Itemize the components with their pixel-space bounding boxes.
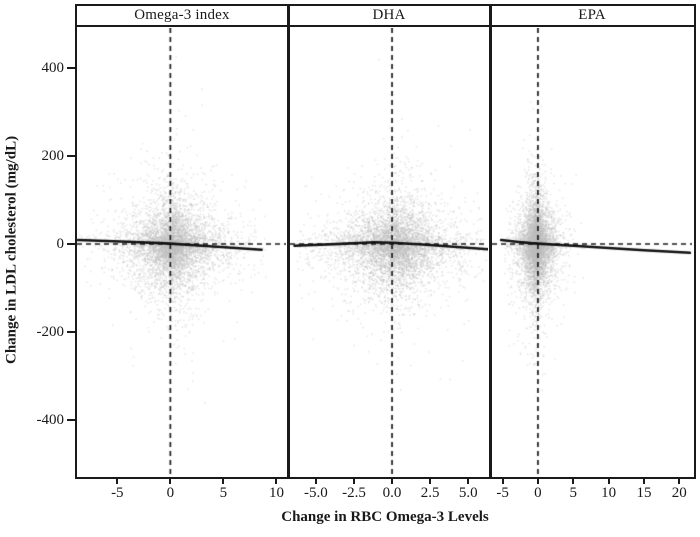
y-axis-title: Change in LDL cholesterol (mg/dL)	[3, 135, 20, 365]
x-tick-mark	[314, 477, 317, 484]
x-tick-mark	[275, 477, 278, 484]
x-tick-label: -5	[111, 485, 124, 501]
x-tick-label: 0	[166, 485, 175, 501]
panel-header-epa: EPA	[578, 7, 606, 23]
y-tick-mark	[67, 67, 75, 70]
x-tick-label: 5	[569, 485, 578, 501]
y-tick-mark	[67, 331, 75, 333]
y-tick-mark	[67, 243, 75, 246]
y-tick-label: -200	[36, 324, 65, 340]
x-tick-label: -5	[496, 485, 509, 501]
x-tick-mark	[169, 477, 172, 484]
y-tick-label: 200	[41, 148, 65, 165]
x-axis-title: Change in RBC Omega-3 Levels	[281, 509, 489, 525]
y-tick-mark	[67, 419, 75, 421]
x-tick-mark	[501, 477, 504, 484]
epa-scatter-panel	[492, 28, 692, 475]
dha-scatter-panel	[290, 28, 488, 475]
panel-header-band	[75, 4, 696, 27]
panel-header-omega3-index: Omega-3 index	[134, 7, 230, 23]
x-tick-mark	[222, 477, 225, 484]
x-tick-mark	[467, 477, 470, 484]
x-tick-label: -2.5	[342, 485, 366, 501]
y-tick-label: -400	[36, 412, 65, 428]
x-tick-label: -5.0	[304, 485, 328, 501]
x-tick-mark	[642, 477, 645, 484]
x-tick-mark	[607, 477, 610, 484]
x-tick-mark	[536, 477, 539, 484]
x-tick-label: 10	[268, 485, 284, 501]
x-tick-label: 0	[534, 485, 542, 501]
x-tick-label: 5	[219, 485, 228, 501]
x-tick-label: 15	[636, 485, 652, 501]
x-tick-label: 5.0	[458, 485, 478, 501]
x-tick-mark	[352, 477, 355, 484]
y-tick-label: 0	[56, 236, 65, 253]
x-tick-label: 2.5	[420, 485, 440, 501]
omega3-index-scatter-panel	[77, 28, 286, 475]
x-tick-label: 10	[601, 485, 617, 501]
x-tick-mark	[572, 477, 575, 484]
x-tick-mark	[429, 477, 432, 484]
panel-divider-2	[489, 4, 492, 477]
x-tick-mark	[678, 477, 681, 484]
panel-header-dha: DHA	[372, 7, 406, 23]
x-tick-mark	[391, 477, 394, 484]
panel-divider-1	[287, 4, 290, 477]
x-tick-label: 0.0	[382, 485, 402, 501]
y-tick-label: 400	[41, 60, 65, 77]
x-tick-mark	[116, 477, 119, 484]
y-tick-mark	[67, 155, 75, 158]
x-tick-label: 20	[671, 485, 687, 501]
